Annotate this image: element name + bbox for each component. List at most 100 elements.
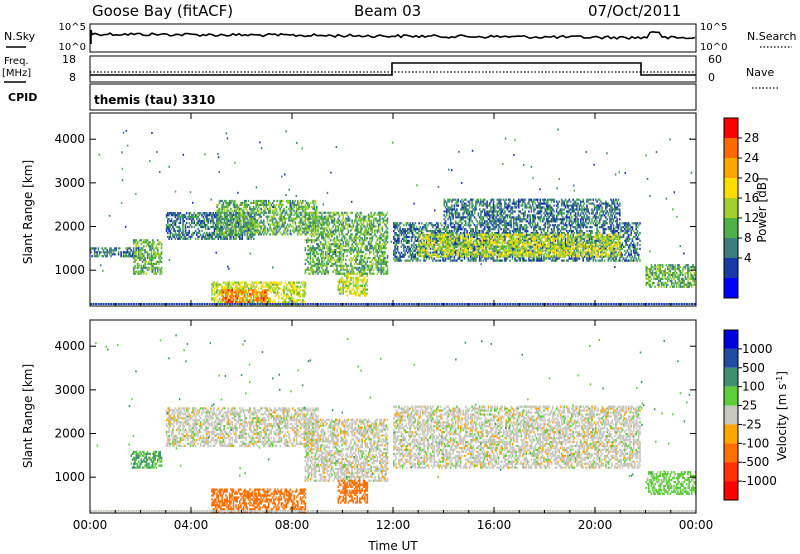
power-cell bbox=[295, 211, 298, 214]
power-cell bbox=[245, 207, 247, 210]
power-cell bbox=[372, 235, 375, 238]
power-cell bbox=[303, 211, 305, 214]
power-cell bbox=[284, 281, 286, 284]
power-cell bbox=[168, 237, 170, 240]
power-cell bbox=[242, 231, 245, 234]
power-cell bbox=[240, 297, 242, 300]
power-cell bbox=[294, 301, 297, 304]
power-cell bbox=[244, 205, 246, 208]
power-cell bbox=[293, 213, 295, 216]
power-cell bbox=[279, 201, 281, 205]
power-cell bbox=[242, 289, 245, 292]
power-cell bbox=[179, 218, 182, 221]
power-cell bbox=[254, 293, 256, 296]
power-cell bbox=[336, 221, 338, 224]
power-cell bbox=[167, 227, 169, 230]
power-cell bbox=[259, 207, 261, 210]
power-cell bbox=[298, 203, 300, 206]
power-cell bbox=[338, 233, 341, 236]
power-cell bbox=[451, 255, 453, 258]
power-cell bbox=[255, 299, 257, 302]
power-cell bbox=[213, 287, 216, 290]
power-cell bbox=[251, 233, 254, 236]
power-cell bbox=[264, 291, 266, 294]
power-cell bbox=[386, 231, 389, 234]
power-cell bbox=[222, 221, 225, 224]
power-cell bbox=[500, 228, 502, 231]
power-cell bbox=[336, 264, 338, 267]
power-cell bbox=[304, 207, 307, 210]
power-cell bbox=[313, 252, 316, 256]
power-cell bbox=[312, 213, 314, 216]
power-cell bbox=[249, 227, 251, 230]
power-cell bbox=[307, 207, 309, 210]
power-cell bbox=[289, 215, 292, 218]
power-cell bbox=[345, 221, 347, 224]
power-cell bbox=[108, 253, 111, 256]
power-cell bbox=[143, 270, 145, 273]
power-cell bbox=[279, 207, 281, 210]
power-cell bbox=[155, 245, 158, 248]
power-cell bbox=[403, 234, 405, 237]
power-cell bbox=[182, 229, 184, 232]
power-cell bbox=[246, 223, 249, 227]
power-cell bbox=[90, 251, 92, 254]
power-cell bbox=[198, 218, 201, 221]
power-cell bbox=[329, 245, 332, 248]
power-cell bbox=[332, 264, 334, 267]
power-cell bbox=[173, 235, 175, 238]
power-cell bbox=[322, 243, 324, 246]
power-cell bbox=[350, 233, 352, 236]
power-cell bbox=[365, 245, 367, 248]
power-cell bbox=[348, 239, 351, 242]
power-cell bbox=[337, 270, 340, 273]
power-cell bbox=[257, 209, 260, 212]
power-cell bbox=[345, 237, 347, 240]
power-cell bbox=[275, 303, 278, 306]
power-cell bbox=[317, 225, 319, 228]
power-cell bbox=[377, 229, 380, 232]
power-cell bbox=[246, 293, 249, 296]
power-cell bbox=[453, 224, 456, 227]
power-cell bbox=[358, 241, 361, 244]
power-cell bbox=[148, 243, 150, 246]
power-cell bbox=[346, 223, 348, 226]
power-cell bbox=[235, 211, 237, 214]
power-cell bbox=[294, 289, 297, 292]
power-cell bbox=[535, 230, 538, 233]
power-cell bbox=[350, 278, 352, 281]
power-cell bbox=[211, 283, 213, 286]
power-cell bbox=[158, 262, 160, 265]
power-cell bbox=[334, 252, 337, 256]
power-cell bbox=[228, 229, 231, 232]
power-cell bbox=[256, 201, 259, 205]
power-cell bbox=[274, 211, 276, 214]
power-cell bbox=[413, 245, 415, 248]
power-cell bbox=[304, 247, 307, 250]
power-cell bbox=[270, 203, 273, 206]
power-cell bbox=[165, 214, 168, 217]
power-cell bbox=[144, 251, 146, 254]
power-cell bbox=[235, 235, 237, 238]
power-cell bbox=[340, 243, 342, 246]
power-cell bbox=[261, 221, 264, 224]
power-cell bbox=[309, 225, 312, 228]
power-cell bbox=[304, 249, 307, 252]
power-cell bbox=[293, 293, 295, 296]
power-cell bbox=[403, 243, 405, 246]
power-cell bbox=[351, 266, 353, 269]
power-cell bbox=[353, 239, 356, 242]
power-cell bbox=[231, 225, 233, 229]
power-cell bbox=[269, 201, 271, 205]
power-cell bbox=[91, 247, 93, 250]
power-cell bbox=[341, 231, 343, 234]
power-cell bbox=[237, 225, 240, 229]
power-cell bbox=[122, 255, 125, 258]
power-cell bbox=[337, 217, 340, 220]
power-cell bbox=[384, 245, 386, 248]
power-cell bbox=[222, 211, 225, 214]
power-cell bbox=[178, 214, 180, 217]
power-cell bbox=[215, 225, 217, 229]
power-cell bbox=[338, 251, 341, 254]
power-cell bbox=[341, 223, 343, 226]
